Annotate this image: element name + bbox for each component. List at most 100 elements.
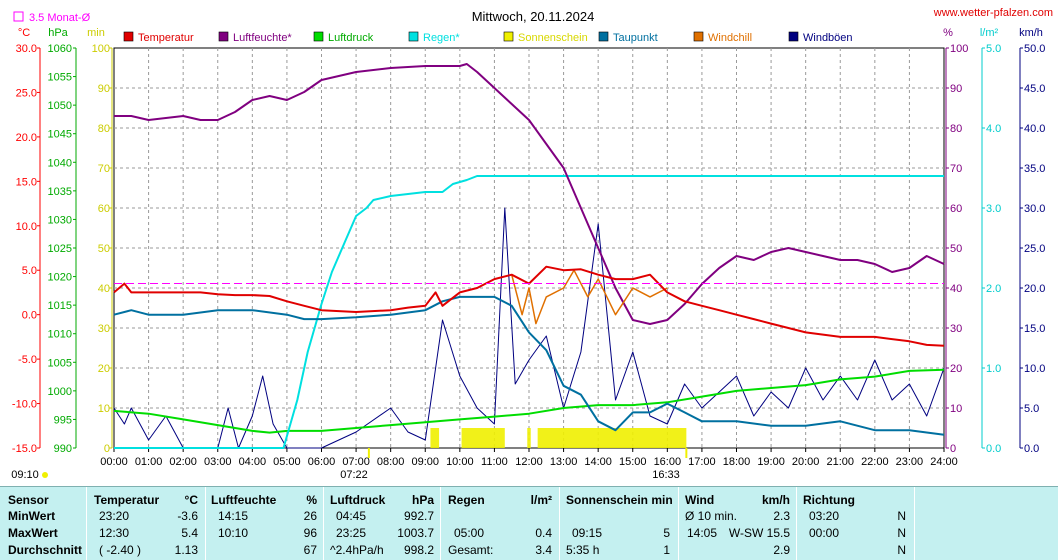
stats-header: Sensor [8, 493, 49, 507]
stats-unit: km/h [761, 493, 790, 507]
hum-axis-tick-label: 30 [950, 323, 962, 335]
stats-time: 23:25 [336, 526, 367, 540]
x-tick-label: 00:00 [100, 456, 128, 468]
min-axis-tick-label: 60 [98, 203, 110, 215]
x-tick-label: 16:00 [654, 456, 682, 468]
sunshine-bar [537, 428, 687, 448]
stats-header: Richtung [803, 493, 855, 507]
x-tick-label: 21:00 [826, 456, 854, 468]
stats-col-hum: Luftfeuchte % 14:15 26 10:10 96 67 [206, 487, 324, 560]
stats-time: ^2.4hPa/h [330, 543, 384, 557]
min-axis-tick-label: 10 [98, 403, 110, 415]
legend-swatch [788, 31, 799, 42]
press-axis-tick-label: 1045 [48, 129, 72, 141]
min-axis-tick-label: 90 [98, 83, 110, 95]
stats-value: W-SW 15.5 [728, 526, 790, 540]
stats-value: N [897, 509, 906, 523]
stats-time: 03:20 [809, 509, 840, 523]
humidity-line [114, 63, 945, 325]
stats-header: Temperatur [94, 493, 160, 507]
x-tick-label: 10:00 [446, 456, 474, 468]
series-layer [113, 63, 945, 458]
stats-value: -3.6 [177, 509, 198, 523]
press-axis-tick-label: 1020 [48, 272, 72, 284]
stats-header: Luftdruck [330, 493, 386, 507]
press-axis-tick-label: 1060 [48, 43, 72, 55]
stats-col-sun: Sonnenschein min 09:15 5 5:35 h 1 [560, 487, 679, 560]
hum-axis-tick-label: 40 [950, 283, 962, 295]
stats-header: Luftfeuchte [211, 493, 277, 507]
x-tick-label: 17:00 [688, 456, 716, 468]
x-tick-label: 11:00 [481, 456, 508, 468]
stats-unit: hPa [411, 493, 434, 507]
stats-time: 14:05 [687, 526, 718, 540]
stats-time: 00:00 [809, 526, 840, 540]
legend-swatch [598, 31, 609, 42]
legend-swatch [408, 31, 419, 42]
wind-axis-tick-label: 50.0 [1024, 43, 1045, 55]
stats-value: 5 [663, 526, 670, 540]
stats-time: Gesamt: [448, 543, 494, 557]
temp-axis-tick-label: 20.0 [16, 132, 37, 144]
x-tick-label: 12:00 [515, 456, 543, 468]
hum-axis-tick-label: 10 [950, 403, 962, 415]
legend-label: Windchill [708, 32, 752, 44]
stats-time: 09:15 [572, 526, 603, 540]
min-axis-tick-label: 70 [98, 163, 110, 175]
temp-unit: °C [18, 27, 30, 39]
stats-unit: l/m² [530, 493, 552, 507]
legend-label: Windböen [803, 32, 853, 44]
wind-axis-tick-label: 45.0 [1024, 83, 1045, 95]
stats-col-rain: Regen l/m² 05:00 0.4 Gesamt: 3.4 [441, 487, 560, 560]
min-axis-tick-label: 80 [98, 123, 110, 135]
stats-row-label: MaxWert [8, 526, 58, 540]
legend-swatch [503, 31, 514, 42]
x-tick-label: 18:00 [723, 456, 751, 468]
legend-swatch [218, 31, 229, 42]
press-axis-tick-label: 1025 [48, 243, 72, 255]
temp-axis-tick-label: 15.0 [16, 176, 37, 188]
sun-icon [42, 472, 48, 478]
monthly-avg-icon [13, 11, 24, 22]
dewpoint-line [113, 295, 945, 436]
hum-axis-tick-label: 70 [950, 163, 962, 175]
hum-axis-tick-label: 90 [950, 83, 962, 95]
stats-col-temp: Temperatur °C 23:20 -3.6 12:30 5.4 ( -2.… [87, 487, 206, 560]
temperature-line [113, 265, 945, 347]
sunshine-bar [527, 428, 531, 448]
wind-axis-tick-label: 0.0 [1024, 443, 1039, 455]
stats-value: N [897, 543, 906, 557]
x-tick-label: 06:00 [308, 456, 336, 468]
stats-unit: % [306, 493, 317, 507]
press-axis-tick-label: 990 [54, 443, 72, 455]
press-axis-tick-label: 995 [54, 414, 72, 426]
stats-value: 3.4 [535, 543, 552, 557]
stats-row-label: Durchschnitt [8, 543, 83, 557]
stats-value: 2.9 [773, 543, 790, 557]
press-axis-tick-label: 1040 [48, 157, 72, 169]
site-url[interactable]: www.wetter-pfalzen.com [933, 7, 1053, 19]
x-tick-label: 07:00 [342, 456, 370, 468]
x-tick-label: 03:00 [204, 456, 232, 468]
stats-col-dir: Richtung 03:20 N 00:00 N N [797, 487, 915, 560]
rain-axis-tick-label: 0.0 [986, 443, 1001, 455]
stats-col-sensor: Sensor MinWert MaxWert Durchschnitt [0, 487, 87, 560]
daylength-label: 09:10 [11, 469, 39, 481]
temp-axis-tick-label: 10.0 [16, 221, 37, 233]
stats-header: Wind [685, 493, 715, 507]
weather-chart: 00:00 01:00 02:00 03:00 04:00 05:00 06:00 07:00… [11, 7, 1053, 481]
press-axis-tick-label: 1000 [48, 386, 72, 398]
x-tick-label: 05:00 [273, 456, 301, 468]
stats-value: 26 [303, 509, 317, 523]
press-axis-tick-label: 1005 [48, 357, 72, 369]
stats-header: Regen [448, 493, 485, 507]
temp-axis-tick-label: 5.0 [22, 265, 37, 277]
stats-time: ( -2.40 ) [99, 543, 142, 557]
stats-row-label: MinWert [8, 509, 56, 523]
stats-value: N [897, 526, 906, 540]
stats-value: 998.2 [403, 543, 434, 557]
legend-label: Luftfeuchte* [233, 32, 292, 44]
press-axis-tick-label: 1050 [48, 100, 72, 112]
temp-axis-tick-label: -15.0 [12, 443, 37, 455]
stats-unit: °C [184, 493, 198, 507]
